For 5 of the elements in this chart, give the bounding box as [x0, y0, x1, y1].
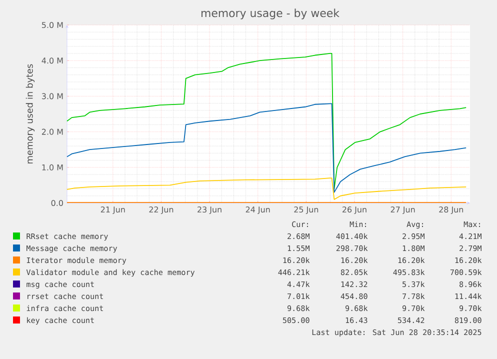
- line-series: [66, 103, 467, 193]
- line-series: [66, 178, 467, 200]
- chart-title: memory usage - by week: [202, 8, 340, 20]
- line-series: [66, 53, 467, 190]
- y-axis-title: memory used in bytes: [26, 64, 35, 164]
